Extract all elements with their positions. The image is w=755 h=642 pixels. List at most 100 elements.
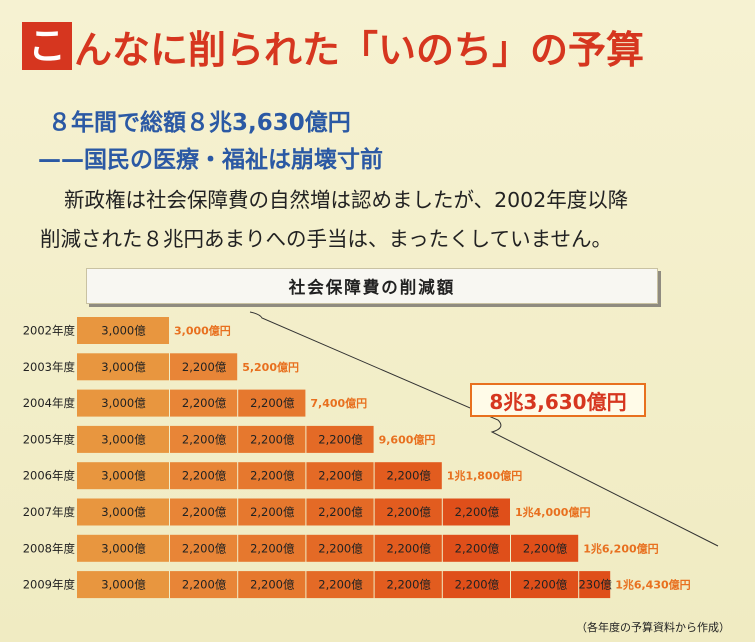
- bar-segment: [374, 534, 442, 562]
- segment-value-label: 2,200億: [182, 541, 227, 555]
- segment-value-label: 3,000億: [101, 469, 146, 483]
- segment-value-label: 2,200億: [386, 469, 431, 483]
- row-year-label: 2002年度: [23, 324, 76, 338]
- row-year-label: 2003年度: [23, 360, 76, 374]
- segment-value-label: 2,200億: [182, 578, 227, 592]
- bar-segment: [170, 425, 238, 453]
- bar-segment: [77, 317, 169, 344]
- segment-value-label: 2,200億: [182, 432, 227, 446]
- segment-value-label: 2,200億: [250, 505, 295, 519]
- row-year-label: 2009年度: [23, 578, 76, 592]
- grand-total-badge: 8兆3,630億円: [470, 383, 646, 417]
- row-year-label: 2005年度: [23, 432, 76, 446]
- bar-segment: [306, 462, 374, 490]
- bar-segment: [306, 498, 374, 526]
- bar-segment: [77, 389, 169, 417]
- body-line-1: 新政権は社会保障費の自然増は認めましたが、2002年度以降: [64, 188, 629, 212]
- bar-segment: [374, 498, 442, 526]
- bar-segment: [238, 425, 306, 453]
- segment-value-label: 2,200億: [250, 432, 295, 446]
- row-year-label: 2007年度: [23, 505, 76, 519]
- segment-value-label: 2,200億: [386, 505, 431, 519]
- row-total-label: 5,200億円: [242, 360, 299, 374]
- segment-value-label: 2,200億: [182, 505, 227, 519]
- row-year-label: 2006年度: [23, 469, 76, 483]
- row-year-label: 2008年度: [23, 541, 76, 555]
- segment-value-label: 2,200億: [455, 541, 500, 555]
- segment-value-label: 2,200億: [318, 505, 363, 519]
- subhead-total: ８年間で総額８兆3,630億円: [48, 110, 351, 136]
- segment-value-label: 2,200億: [523, 541, 568, 555]
- bar-segment: [77, 571, 169, 599]
- bar-segment: [77, 534, 169, 562]
- bar-segment: [442, 498, 510, 526]
- row-total-label: 1兆6,430億円: [615, 578, 690, 592]
- row-total-label: 1兆1,800億円: [447, 469, 522, 483]
- row-total-label: 1兆6,200億円: [583, 541, 658, 555]
- bar-segment: [170, 534, 238, 562]
- bar-segment: [442, 571, 510, 599]
- segment-value-label: 2,200億: [250, 396, 295, 410]
- bar-segment: [170, 571, 238, 599]
- segment-value-label: 3,000億: [101, 505, 146, 519]
- segment-value-label: 2,200億: [455, 505, 500, 519]
- headline-first-char: こ: [22, 22, 72, 70]
- bar-segment: [238, 462, 306, 490]
- bar-segment: [306, 534, 374, 562]
- segment-value-label: 2,200億: [182, 469, 227, 483]
- subhead-crisis: ——国民の医療・福祉は崩壊寸前: [38, 147, 383, 173]
- bar-segment: [374, 462, 442, 490]
- headline-text: んなに削られた「いのち」の予算: [74, 27, 645, 72]
- headline: こ んなに削られた「いのち」の予算: [22, 22, 644, 72]
- bar-segment: [511, 534, 579, 562]
- bar-segment: [170, 353, 238, 381]
- bar-segment: [511, 571, 579, 599]
- segment-value-label: 2,200億: [318, 432, 363, 446]
- segment-value-label: 2,200億: [250, 541, 295, 555]
- segment-value-label: 2,200億: [318, 541, 363, 555]
- bar-segment: [77, 498, 169, 526]
- segment-value-label: 3,000億: [101, 324, 146, 338]
- segment-value-label: 2,200億: [250, 578, 295, 592]
- bar-segment: [77, 425, 169, 453]
- segment-value-label: 2,200億: [523, 578, 568, 592]
- bar-segment: [170, 389, 238, 417]
- segment-value-label: 3,000億: [101, 360, 146, 374]
- row-total-label: 1兆4,000億円: [515, 505, 590, 519]
- segment-value-label: 230億: [578, 578, 612, 592]
- trend-guideline: [249, 311, 719, 547]
- bar-segment: [170, 462, 238, 490]
- segment-value-label: 2,200億: [182, 360, 227, 374]
- bar-segment: [306, 425, 374, 453]
- bar-segment: [170, 498, 238, 526]
- bar-segment: [306, 571, 374, 599]
- segment-value-label: 2,200億: [250, 469, 295, 483]
- segment-value-label: 3,000億: [101, 578, 146, 592]
- row-total-label: 9,600億円: [379, 432, 436, 446]
- segment-value-label: 2,200億: [182, 396, 227, 410]
- segment-value-label: 2,200億: [318, 578, 363, 592]
- bar-segment: [238, 534, 306, 562]
- bar-segment: [442, 534, 510, 562]
- segment-value-label: 3,000億: [101, 432, 146, 446]
- segment-value-label: 2,200億: [386, 541, 431, 555]
- bar-segment: [579, 571, 611, 599]
- row-total-label: 7,400億円: [310, 396, 367, 410]
- bar-segment: [238, 498, 306, 526]
- bar-segment: [374, 571, 442, 599]
- segment-value-label: 2,200億: [318, 469, 363, 483]
- source-note: （各年度の予算資料から作成）: [576, 621, 730, 634]
- segment-value-label: 3,000億: [101, 541, 146, 555]
- row-year-label: 2004年度: [23, 396, 76, 410]
- segment-value-label: 2,200億: [386, 578, 431, 592]
- segment-value-label: 2,200億: [455, 578, 500, 592]
- bar-segment: [77, 462, 169, 490]
- segment-value-label: 3,000億: [101, 396, 146, 410]
- body-line-2: 削減された８兆円あまりへの手当は、まったくしていません。: [40, 227, 612, 251]
- row-total-label: 3,000億円: [174, 324, 231, 338]
- chart-title: 社会保障費の削減額: [86, 268, 658, 304]
- bar-segment: [77, 353, 169, 381]
- bar-segment: [238, 389, 306, 417]
- bar-segment: [238, 571, 306, 599]
